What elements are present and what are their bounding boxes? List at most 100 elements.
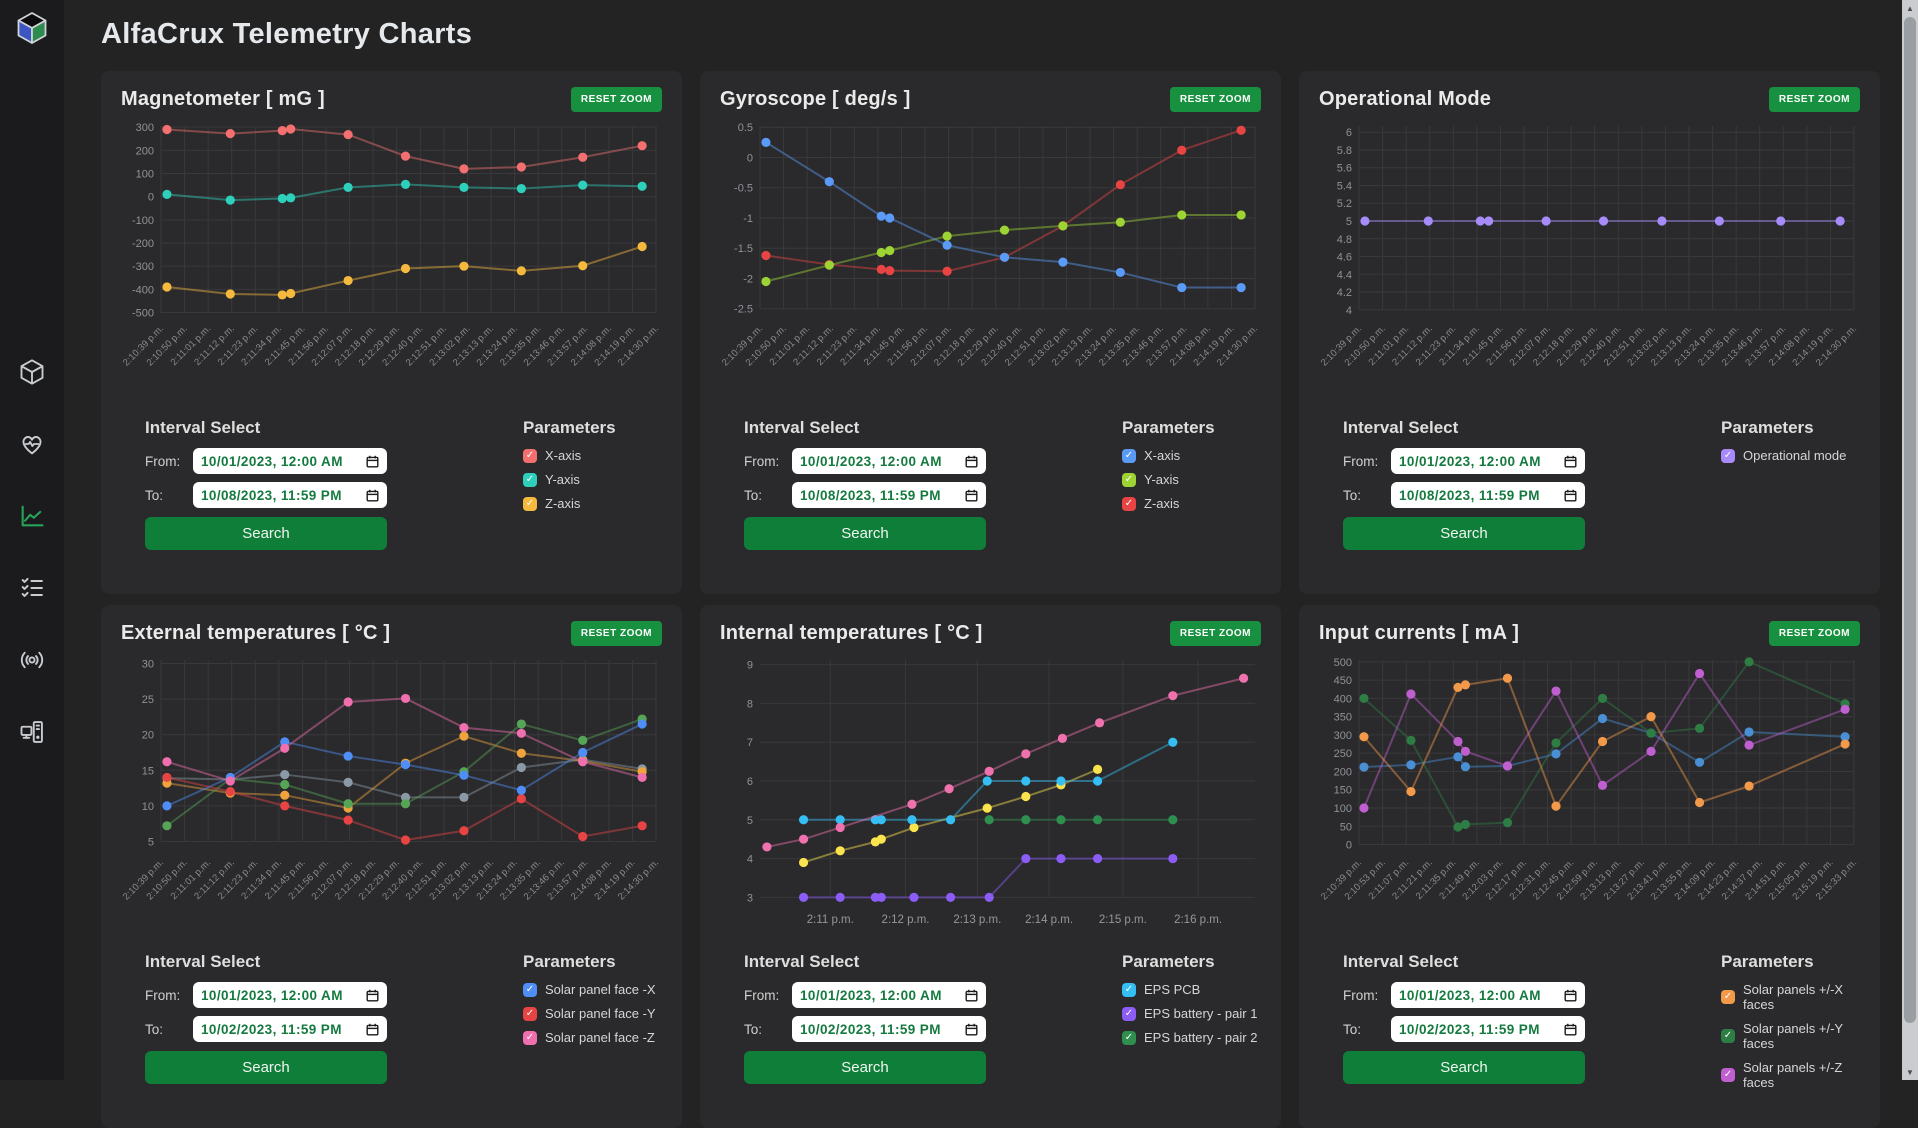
svg-text:2:11 p.m.: 2:11 p.m. [807, 914, 854, 926]
parameter-item: ✓Y-axis [523, 472, 616, 487]
calendar-icon[interactable] [366, 489, 379, 502]
from-datetime-value: 10/01/2023, 12:00 AM [201, 454, 343, 469]
svg-text:2:13 p.m.: 2:13 p.m. [953, 914, 1001, 926]
from-datetime-input[interactable]: 10/01/2023, 12:00 AM [1391, 448, 1585, 474]
parameter-checkbox[interactable]: ✓ [1721, 1029, 1735, 1043]
to-datetime-input[interactable]: 10/08/2023, 11:59 PM [1391, 482, 1585, 508]
parameter-list: ✓Solar panel face -X✓Solar panel face -Y… [523, 982, 656, 1045]
parameter-checkbox[interactable]: ✓ [1122, 983, 1136, 997]
search-button[interactable]: Search [744, 1051, 986, 1084]
parameter-label: EPS battery - pair 2 [1144, 1030, 1257, 1045]
reset-zoom-button[interactable]: RESET ZOOM [1769, 621, 1860, 646]
calendar-icon[interactable] [965, 1023, 978, 1036]
calendar-icon[interactable] [366, 455, 379, 468]
parameter-checkbox[interactable]: ✓ [523, 473, 537, 487]
from-datetime-input[interactable]: 10/01/2023, 12:00 AM [792, 982, 986, 1008]
svg-text:200: 200 [136, 145, 154, 157]
panel-title: Internal temperatures [ °C ] [720, 622, 983, 645]
parameter-checkbox[interactable]: ✓ [1122, 1007, 1136, 1021]
search-button[interactable]: Search [145, 517, 387, 550]
parameter-checkbox[interactable]: ✓ [1122, 449, 1136, 463]
search-button[interactable]: Search [1343, 517, 1585, 550]
svg-text:20: 20 [142, 730, 154, 742]
from-datetime-input[interactable]: 10/01/2023, 12:00 AM [193, 448, 387, 474]
scrollbar-thumb[interactable] [1904, 17, 1916, 1023]
search-button[interactable]: Search [744, 517, 986, 550]
from-datetime-input[interactable]: 10/01/2023, 12:00 AM [792, 448, 986, 474]
search-button[interactable]: Search [145, 1051, 387, 1084]
reset-zoom-button[interactable]: RESET ZOOM [571, 621, 662, 646]
from-datetime-input[interactable]: 10/01/2023, 12:00 AM [193, 982, 387, 1008]
parameter-label: Solar panels +/-Z faces [1743, 1060, 1860, 1090]
svg-text:-2: -2 [743, 273, 753, 285]
to-datetime-value: 10/02/2023, 11:59 PM [201, 1022, 342, 1037]
calendar-icon[interactable] [965, 455, 978, 468]
parameter-checkbox[interactable]: ✓ [1122, 1031, 1136, 1045]
parameter-checkbox[interactable]: ✓ [523, 983, 537, 997]
reset-zoom-button[interactable]: RESET ZOOM [1769, 87, 1860, 112]
svg-text:4: 4 [747, 854, 753, 866]
calendar-icon[interactable] [1564, 989, 1577, 1002]
calendar-icon[interactable] [1564, 489, 1577, 502]
svg-text:0: 0 [1346, 840, 1352, 852]
app-logo-cube-icon[interactable] [14, 10, 50, 46]
scroll-up-arrow-icon[interactable]: ▲ [1902, 0, 1918, 16]
parameter-label: Z-axis [545, 496, 580, 511]
scroll-down-arrow-icon[interactable]: ▼ [1902, 1064, 1918, 1080]
parameter-checkbox[interactable]: ✓ [523, 449, 537, 463]
parameter-item: ✓Y-axis [1122, 472, 1215, 487]
parameter-checkbox[interactable]: ✓ [1721, 449, 1735, 463]
search-button[interactable]: Search [1343, 1051, 1585, 1084]
to-datetime-input[interactable]: 10/02/2023, 11:59 PM [193, 1016, 387, 1042]
to-datetime-value: 10/08/2023, 11:59 PM [800, 488, 941, 503]
parameter-checkbox[interactable]: ✓ [1721, 990, 1735, 1004]
reset-zoom-button[interactable]: RESET ZOOM [571, 87, 662, 112]
svg-text:9: 9 [747, 660, 753, 672]
parameter-label: X-axis [545, 448, 581, 463]
reset-zoom-button[interactable]: RESET ZOOM [1170, 87, 1261, 112]
parameter-list: ✓Solar panels +/-X faces✓Solar panels +/… [1721, 982, 1860, 1090]
parameter-checkbox[interactable]: ✓ [1122, 497, 1136, 511]
calendar-icon[interactable] [1564, 455, 1577, 468]
checklist-icon[interactable] [18, 574, 46, 602]
interval-select-heading: Interval Select [1343, 418, 1585, 438]
parameter-list: ✓EPS PCB✓EPS battery - pair 1✓EPS batter… [1122, 982, 1257, 1045]
parameter-checkbox[interactable]: ✓ [1122, 473, 1136, 487]
parameter-checkbox[interactable]: ✓ [523, 497, 537, 511]
calendar-icon[interactable] [366, 989, 379, 1002]
parameter-label: Solar panel face -X [545, 982, 656, 997]
vertical-scrollbar[interactable]: ▲ ▼ [1902, 0, 1918, 1080]
svg-text:3: 3 [747, 892, 753, 904]
workstation-icon[interactable] [18, 718, 46, 746]
from-label: From: [744, 454, 792, 469]
line-chart-icon[interactable] [18, 502, 46, 530]
parameter-checkbox[interactable]: ✓ [523, 1031, 537, 1045]
calendar-icon[interactable] [366, 1023, 379, 1036]
interval-select-heading: Interval Select [744, 952, 986, 972]
heart-pulse-icon[interactable] [18, 430, 46, 458]
reset-zoom-button[interactable]: RESET ZOOM [1170, 621, 1261, 646]
parameter-item: ✓ Solar panel face -X [523, 982, 656, 997]
svg-text:4.8: 4.8 [1337, 234, 1352, 246]
parameter-checkbox[interactable]: ✓ [523, 1007, 537, 1021]
to-label: To: [744, 1022, 792, 1037]
parameter-label: Operational mode [1743, 448, 1846, 463]
calendar-icon[interactable] [965, 989, 978, 1002]
to-datetime-input[interactable]: 10/02/2023, 11:59 PM [1391, 1016, 1585, 1042]
to-datetime-input[interactable]: 10/02/2023, 11:59 PM [792, 1016, 986, 1042]
parameter-item: ✓ EPS battery - pair 2 [1122, 1030, 1257, 1045]
calendar-icon[interactable] [965, 489, 978, 502]
from-datetime-input[interactable]: 10/01/2023, 12:00 AM [1391, 982, 1585, 1008]
cube-icon[interactable] [18, 358, 46, 386]
to-datetime-input[interactable]: 10/08/2023, 11:59 PM [193, 482, 387, 508]
svg-text:0: 0 [747, 152, 753, 164]
broadcast-icon[interactable] [18, 646, 46, 674]
calendar-icon[interactable] [1564, 1023, 1577, 1036]
to-datetime-input[interactable]: 10/08/2023, 11:59 PM [792, 482, 986, 508]
